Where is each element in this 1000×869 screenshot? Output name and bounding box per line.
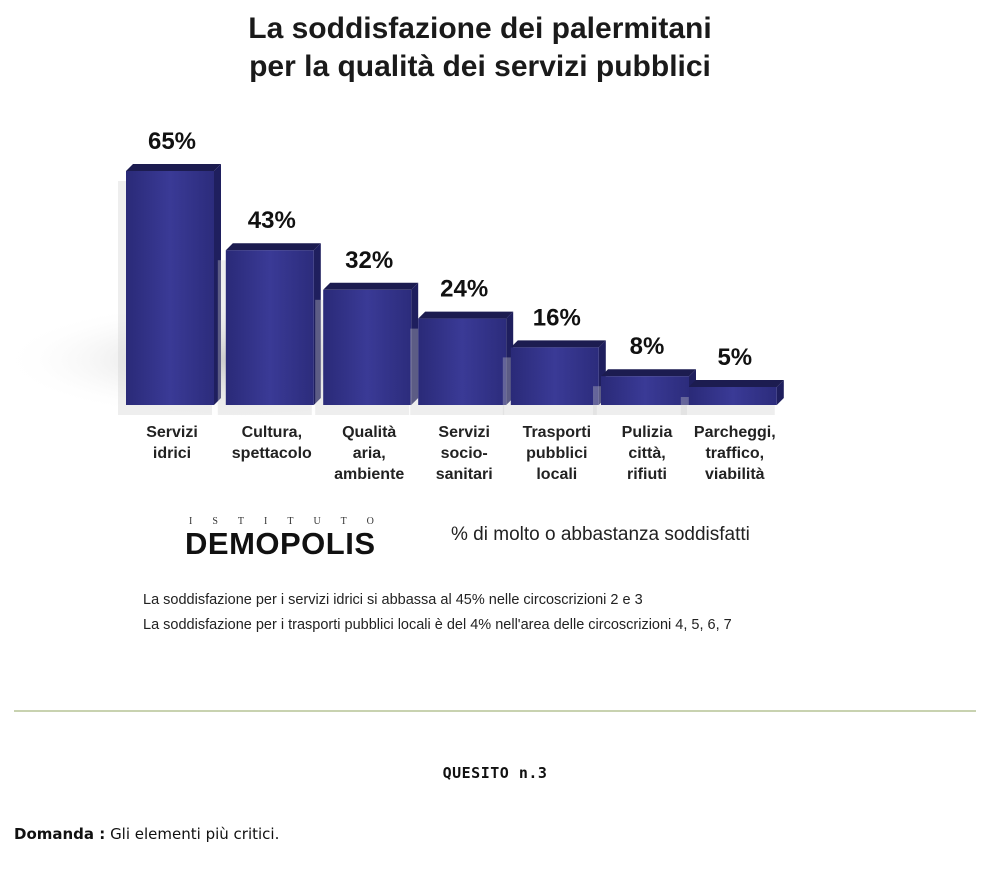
chart-legend: % di molto o abbastanza soddisfatti bbox=[451, 524, 750, 545]
bar-top bbox=[418, 311, 514, 319]
category-label-line: Qualità bbox=[342, 424, 396, 441]
question-text: Gli elementi più critici. bbox=[110, 825, 280, 843]
chart-title: La soddisfazione dei palermitani per la … bbox=[0, 10, 960, 86]
logo-istituto: ISTITUTO bbox=[189, 516, 394, 527]
category-label-line: spettacolo bbox=[232, 445, 312, 462]
bar bbox=[418, 318, 507, 405]
category-label-line: pubblici bbox=[526, 445, 587, 462]
chart-title-line-2: per la qualità dei servizi pubblici bbox=[249, 50, 711, 83]
note-2: La soddisfazione per i trasporti pubblic… bbox=[143, 617, 732, 633]
bar bbox=[225, 250, 314, 405]
category-label: Trasporti pubblici locali bbox=[523, 424, 591, 483]
data-label: 8% bbox=[630, 333, 665, 360]
data-label: 43% bbox=[248, 207, 296, 234]
category-label-line: rifiuti bbox=[627, 466, 667, 483]
bar-top bbox=[688, 380, 784, 387]
category-label: Pulizia città, rifiuti bbox=[622, 424, 673, 483]
data-label: 16% bbox=[533, 304, 581, 331]
category-label: Cultura, spettacolo bbox=[232, 424, 312, 462]
bar-chart: 65% Servizi idrici 43% Cultura, spettacolo 32%… bbox=[0, 128, 784, 483]
bar bbox=[601, 376, 689, 405]
category-label-line: idrici bbox=[153, 445, 191, 462]
category-label: Servizi socio-sanitari bbox=[436, 424, 493, 483]
bar-top bbox=[225, 243, 321, 251]
category-label-line: socio- bbox=[441, 445, 488, 462]
bar-side bbox=[776, 380, 784, 405]
bar-side bbox=[313, 243, 321, 405]
demopolis-logo: ISTITUTO DEMOPOLIS bbox=[185, 515, 420, 559]
category-label: Parcheggi, traffico, viabilità bbox=[694, 424, 776, 483]
category-label-line: Trasporti bbox=[523, 424, 591, 441]
bar-top bbox=[323, 282, 419, 290]
category-label-line: Servizi bbox=[146, 424, 198, 441]
question-line: Domanda : Gli elementi più critici. bbox=[14, 825, 279, 843]
data-label: 24% bbox=[440, 276, 488, 303]
chart-title-line-1: La soddisfazione dei palermitani bbox=[248, 12, 712, 45]
bar bbox=[323, 289, 412, 405]
question-title: QUESITO n.3 bbox=[442, 764, 548, 782]
category-label-line: città, bbox=[628, 445, 665, 462]
category-label-line: aria, bbox=[353, 445, 386, 462]
bar-top bbox=[126, 164, 221, 171]
bar-side bbox=[411, 282, 419, 405]
category-label-line: sanitari bbox=[436, 466, 493, 483]
data-label: 5% bbox=[717, 344, 752, 371]
bar bbox=[126, 171, 214, 405]
bar-top bbox=[601, 369, 696, 377]
category-label-line: ambiente bbox=[334, 466, 404, 483]
category-label-line: Servizi bbox=[438, 424, 490, 441]
category-label-line: Parcheggi, bbox=[694, 424, 776, 441]
category-label-line: Cultura, bbox=[242, 424, 302, 441]
divider bbox=[14, 710, 976, 712]
category-label: Qualità aria, ambiente bbox=[334, 424, 404, 483]
question-label: Domanda : bbox=[14, 825, 106, 843]
category-label-line: Pulizia bbox=[622, 424, 673, 441]
logo-demopolis: DEMOPOLIS bbox=[185, 526, 376, 561]
bar-top bbox=[510, 340, 606, 348]
category-label: Servizi idrici bbox=[146, 424, 198, 462]
data-label: 32% bbox=[345, 247, 393, 274]
note-1: La soddisfazione per i servizi idrici si… bbox=[143, 592, 643, 608]
bar bbox=[688, 387, 777, 405]
category-label-line: locali bbox=[536, 466, 577, 483]
bar bbox=[510, 347, 599, 405]
bar-side bbox=[214, 164, 221, 405]
category-label-line: viabilità bbox=[705, 466, 765, 483]
category-label-line: traffico, bbox=[705, 445, 764, 462]
data-label: 65% bbox=[148, 128, 196, 155]
chart-notes: La soddisfazione per i servizi idrici si… bbox=[143, 588, 732, 638]
